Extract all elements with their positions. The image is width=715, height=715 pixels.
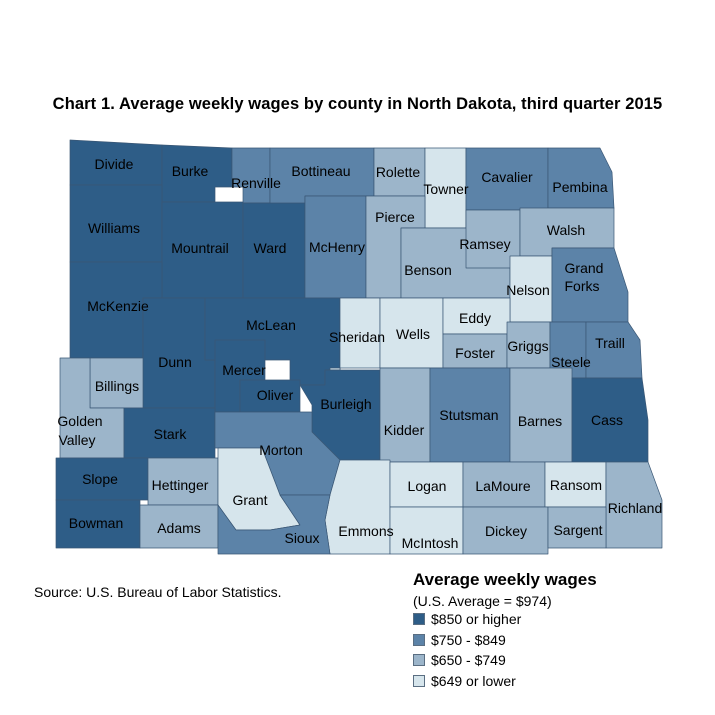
legend-label: $650 - $749 bbox=[431, 652, 506, 669]
county-stutsman-label: Stutsman bbox=[439, 407, 498, 423]
county-mcintosh-label: McIntosh bbox=[402, 535, 459, 551]
county-grand-forks-label: Forks bbox=[565, 278, 600, 294]
legend-swatch bbox=[413, 674, 425, 687]
legend-label: $649 or lower bbox=[431, 672, 516, 689]
county-burke-label: Burke bbox=[172, 163, 209, 179]
county-divide-label: Divide bbox=[95, 156, 134, 172]
county-traill-label: Traill bbox=[595, 335, 625, 351]
legend-item: $650 - $749 bbox=[413, 650, 597, 671]
county-cass bbox=[571, 377, 649, 463]
county-eddy-label: Eddy bbox=[459, 310, 491, 326]
county-pembina-label: Pembina bbox=[552, 179, 607, 195]
source-note: Source: U.S. Bureau of Labor Statistics. bbox=[34, 584, 282, 600]
county-griggs-label: Griggs bbox=[507, 338, 548, 354]
county-rolette-label: Rolette bbox=[376, 164, 421, 180]
county-bowman-label: Bowman bbox=[69, 515, 123, 531]
county-dickey bbox=[462, 506, 549, 555]
legend-title: Average weekly wages bbox=[413, 570, 597, 589]
county-richland-label: Richland bbox=[608, 500, 662, 516]
county-foster-label: Foster bbox=[455, 345, 495, 361]
county-mountrail-label: Mountrail bbox=[171, 240, 229, 256]
county-sargent bbox=[547, 506, 607, 549]
county-mclean-label: McLean bbox=[246, 317, 296, 333]
county-cass-label: Cass bbox=[591, 412, 623, 428]
county-grand-forks bbox=[551, 247, 629, 323]
county-wells-label: Wells bbox=[396, 326, 430, 342]
county-dunn-label: Dunn bbox=[158, 354, 191, 370]
county-golden-valley-label: Golden bbox=[57, 413, 102, 429]
county-sioux-label: Sioux bbox=[284, 530, 319, 546]
county-bottineau-label: Bottineau bbox=[291, 163, 350, 179]
county-pierce-label: Pierce bbox=[375, 209, 415, 225]
legend-swatch bbox=[413, 654, 425, 667]
county-lamoure-label: LaMoure bbox=[475, 478, 530, 494]
county-walsh-label: Walsh bbox=[547, 222, 585, 238]
legend-item: $850 or higher bbox=[413, 609, 597, 630]
county-benson-label: Benson bbox=[404, 262, 451, 278]
county-cavalier-label: Cavalier bbox=[481, 169, 533, 185]
county-morton-label: Morton bbox=[259, 442, 303, 458]
county-ward-label: Ward bbox=[254, 240, 287, 256]
legend-swatch bbox=[413, 633, 425, 646]
county-sargent-label: Sargent bbox=[553, 522, 602, 538]
county-stark-label: Stark bbox=[154, 426, 188, 442]
county-ramsey-label: Ramsey bbox=[459, 236, 510, 252]
county-sheridan-label: Sheridan bbox=[329, 329, 385, 345]
county-mckenzie-label: McKenzie bbox=[87, 298, 149, 314]
county-nelson-label: Nelson bbox=[506, 282, 550, 298]
county-mercer-label: Mercer bbox=[222, 362, 266, 378]
legend-label: $850 or higher bbox=[431, 611, 522, 628]
county-slope-label: Slope bbox=[82, 471, 118, 487]
county-steele-label: Steele bbox=[551, 354, 591, 370]
county-oliver-label: Oliver bbox=[257, 387, 294, 403]
county-hettinger-label: Hettinger bbox=[152, 477, 209, 493]
county-golden-valley-label: Valley bbox=[58, 432, 95, 448]
county-grant-label: Grant bbox=[232, 492, 267, 508]
county-burleigh-label: Burleigh bbox=[320, 396, 371, 412]
legend-subtitle: (U.S. Average = $974) bbox=[413, 593, 552, 609]
county-adams-label: Adams bbox=[157, 520, 201, 536]
legend-item: $649 or lower bbox=[413, 671, 597, 692]
county-ransom-label: Ransom bbox=[550, 477, 602, 493]
county-pembina bbox=[547, 147, 615, 209]
county-grand-forks-label: Grand bbox=[565, 260, 604, 276]
chart-title: Chart 1. Average weekly wages by county … bbox=[52, 95, 663, 113]
legend-label: $750 - $849 bbox=[431, 631, 506, 648]
legend-item: $750 - $849 bbox=[413, 630, 597, 651]
county-dunn bbox=[142, 297, 216, 409]
county-williams-label: Williams bbox=[88, 220, 140, 236]
county-emmons-label: Emmons bbox=[338, 523, 393, 539]
county-dickey-label: Dickey bbox=[485, 523, 527, 539]
legend-swatch bbox=[413, 613, 425, 626]
county-kidder bbox=[379, 367, 431, 463]
county-towner-label: Towner bbox=[423, 181, 468, 197]
county-barnes-label: Barnes bbox=[518, 413, 562, 429]
county-mchenry-label: McHenry bbox=[309, 239, 365, 255]
county-traill bbox=[585, 321, 643, 379]
county-billings-label: Billings bbox=[95, 378, 139, 394]
county-kidder-label: Kidder bbox=[384, 422, 425, 438]
county-logan-label: Logan bbox=[408, 478, 447, 494]
legend: Average weekly wages (U.S. Average = $97… bbox=[413, 570, 597, 691]
county-sioux bbox=[217, 494, 331, 555]
county-renville-label: Renville bbox=[231, 175, 281, 191]
